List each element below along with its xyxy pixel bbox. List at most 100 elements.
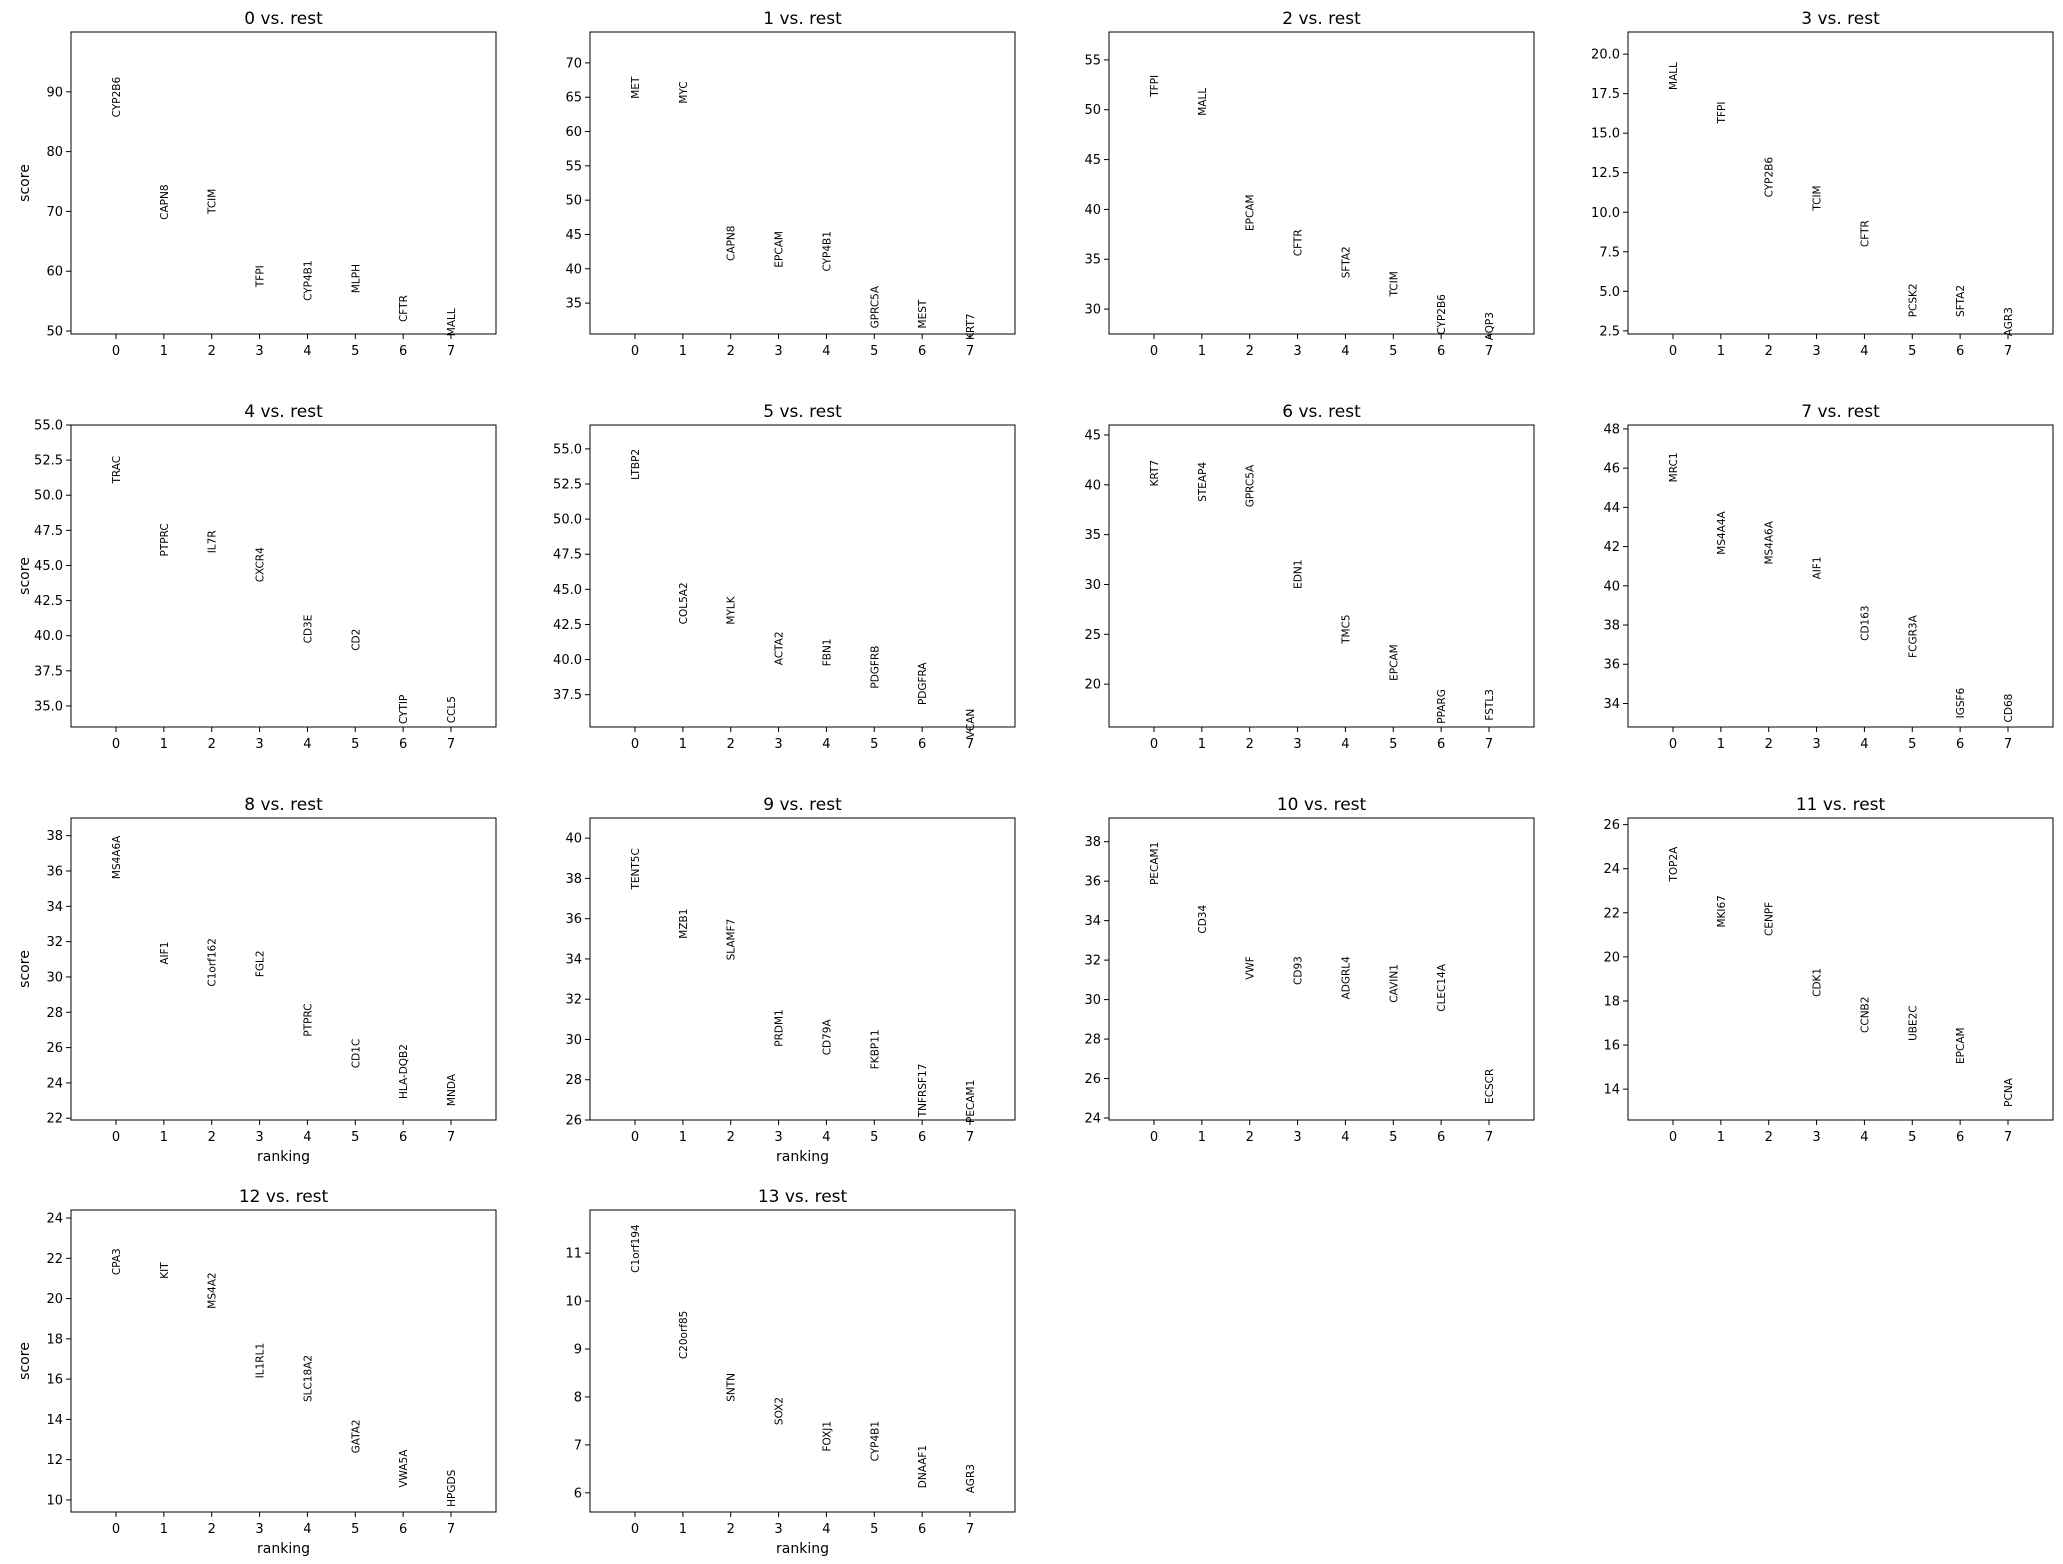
gene-label-mest: MEST	[917, 299, 929, 328]
y-tick-label: 36	[46, 864, 63, 879]
gene-label-tent5c: TENT5C	[630, 848, 642, 890]
y-tick-label: 45	[1084, 428, 1101, 443]
gene-label-tcim: TCIM	[207, 189, 219, 215]
gene-label-sfta2: SFTA2	[1955, 285, 1967, 317]
x-tick-label: 3	[1812, 737, 1820, 752]
y-axis-label: score	[17, 950, 33, 988]
x-tick-label: 7	[447, 1130, 455, 1145]
gene-label-clec14a: CLEC14A	[1436, 963, 1448, 1012]
y-tick-label: 38	[565, 872, 582, 887]
gene-label-vwf: VWF	[1245, 956, 1257, 980]
x-tick-label: 2	[1765, 344, 1773, 359]
gene-label-aif1: AIF1	[1812, 556, 1824, 579]
y-tick-label: 38	[46, 829, 63, 844]
x-tick-label: 2	[1765, 1130, 1773, 1145]
y-tick-label: 30	[1084, 578, 1101, 593]
gene-label-cftr: CFTR	[398, 295, 410, 322]
y-tick-label: 26	[565, 1114, 582, 1129]
x-tick-label: 1	[160, 344, 168, 359]
plot-frame	[589, 817, 1016, 1121]
panel-4: 4 vs. rest 0 1 2 3 4 5 6 7 35.0 37.5 40.0 42.5 45.0 47…	[17, 402, 497, 752]
y-tick-label: 22	[46, 1112, 63, 1127]
x-tick-label: 4	[303, 1130, 311, 1145]
gene-label-mzb1: MZB1	[678, 909, 690, 939]
x-tick-label: 6	[918, 344, 926, 359]
gene-label-c1orf194: C1orf194	[630, 1224, 642, 1273]
x-tick-label: 0	[1150, 344, 1158, 359]
x-tick-label: 4	[1341, 737, 1349, 752]
x-tick-label: 2	[1246, 737, 1254, 752]
y-tick-label: 26	[46, 1041, 63, 1056]
gene-label-fstl3: FSTL3	[1484, 689, 1496, 720]
gene-label-ube2c: UBE2C	[1907, 1005, 1919, 1041]
y-tick-label: 55.0	[553, 442, 582, 457]
gene-label-cftr: CFTR	[1859, 220, 1871, 247]
gene-label-cyp4b1: CYP4B1	[302, 260, 314, 300]
x-tick-label: 0	[1669, 1130, 1677, 1145]
x-tick-label: 1	[1717, 737, 1725, 752]
y-tick-label: 45.0	[34, 559, 63, 574]
x-tick-label: 3	[255, 1522, 263, 1537]
y-tick-label: 60	[565, 125, 582, 140]
y-tick-label: 42.5	[553, 618, 582, 633]
y-tick-label: 24	[46, 1076, 63, 1091]
gene-label-tmc5: TMC5	[1340, 614, 1352, 645]
x-tick-label: 1	[679, 737, 687, 752]
gene-label-sntn: SNTN	[726, 1373, 738, 1402]
panel-13: 13 vs. rest 0 1 2 3 4 5 6 7 6 7 8 9 10 11 C1orf194 C20or…	[565, 1187, 1016, 1557]
y-tick-label: 36	[565, 912, 582, 927]
y-tick-label: 42.5	[34, 594, 63, 609]
x-axis-label: ranking	[257, 1541, 310, 1557]
x-tick-label: 0	[631, 1522, 639, 1537]
x-tick-label: 1	[679, 1130, 687, 1145]
y-tick-label: 34	[1603, 697, 1620, 712]
panel-title: 10 vs. rest	[1277, 795, 1367, 815]
y-tick-label: 16	[1603, 1039, 1620, 1054]
x-tick-label: 4	[1860, 737, 1868, 752]
x-tick-label: 2	[1246, 344, 1254, 359]
gene-label-gprc5a: GPRC5A	[869, 285, 881, 328]
gene-label-fbn1: FBN1	[821, 639, 833, 667]
x-tick-label: 5	[1908, 344, 1916, 359]
gene-label-sox2: SOX2	[774, 1397, 786, 1425]
gene-label-cd34: CD34	[1197, 905, 1209, 934]
x-tick-label: 2	[727, 344, 735, 359]
panel-title: 3 vs. rest	[1801, 9, 1880, 29]
y-tick-label: 35	[565, 297, 582, 312]
gene-label-edn1: EDN1	[1293, 560, 1305, 589]
gene-label-il7r: IL7R	[207, 530, 219, 553]
x-axis-label: ranking	[257, 1149, 310, 1165]
y-tick-label: 52.5	[553, 477, 582, 492]
x-tick-label: 4	[822, 344, 830, 359]
x-tick-label: 3	[255, 737, 263, 752]
plot-frame	[70, 424, 497, 728]
x-tick-label: 2	[727, 737, 735, 752]
x-tick-label: 3	[255, 1130, 263, 1145]
gene-label-tfpi: TFPI	[1716, 102, 1728, 125]
y-tick-label: 8	[574, 1390, 582, 1405]
x-tick-label: 7	[2004, 737, 2012, 752]
gene-label-epcam: EPCAM	[1388, 644, 1400, 681]
y-tick-label: 36	[1084, 875, 1101, 890]
gene-label-mlph: MLPH	[350, 264, 362, 293]
gene-label-cyp2b6: CYP2B6	[111, 77, 123, 118]
x-tick-label: 7	[2004, 1130, 2012, 1145]
gene-label-epcam: EPCAM	[1955, 1027, 1967, 1064]
x-tick-label: 2	[727, 1130, 735, 1145]
x-tick-label: 5	[1389, 344, 1397, 359]
x-tick-label: 5	[351, 1522, 359, 1537]
gene-label-slamf7: SLAMF7	[726, 919, 738, 961]
x-tick-label: 3	[1293, 737, 1301, 752]
gene-label-vwa5a: VWA5A	[398, 1449, 410, 1488]
x-tick-label: 2	[1246, 1130, 1254, 1145]
y-tick-label: 10.0	[1591, 206, 1620, 221]
x-tick-label: 4	[1341, 1130, 1349, 1145]
plot-frame	[1108, 31, 1535, 335]
gene-label-ms4a4a: MS4A4A	[1716, 510, 1728, 554]
x-axis-label: ranking	[776, 1541, 829, 1557]
y-tick-label: 20	[1603, 950, 1620, 965]
gene-label-tcim: TCIM	[1388, 271, 1400, 297]
